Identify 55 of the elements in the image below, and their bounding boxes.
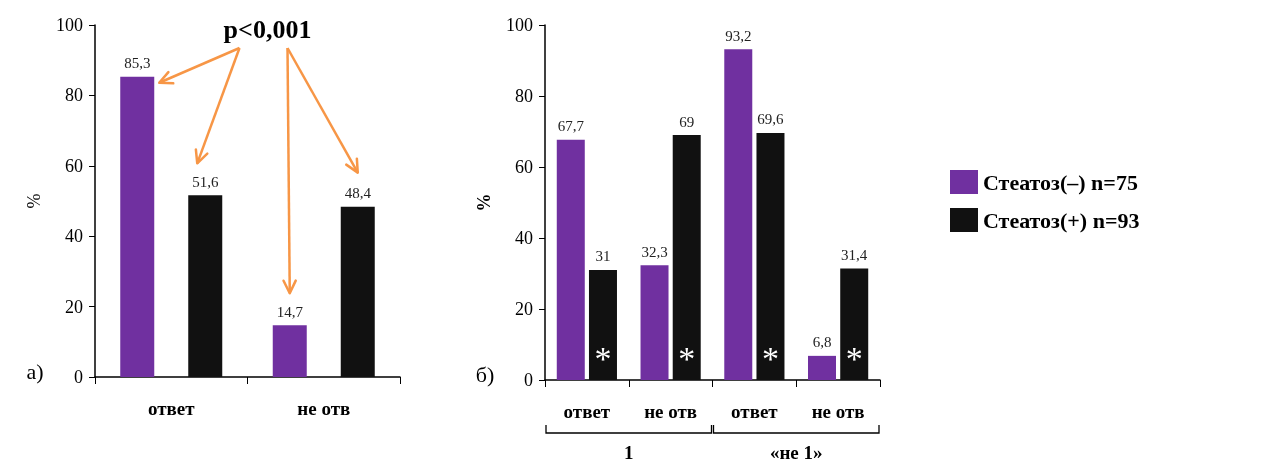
legend-label: Стеатоз(+) n=93 xyxy=(983,207,1140,233)
bar xyxy=(588,269,617,380)
bar xyxy=(672,135,701,380)
data-label: 69,6 xyxy=(757,111,785,128)
data-label: 93,2 xyxy=(725,27,752,44)
bar xyxy=(808,355,837,380)
y-tick-label: 20 xyxy=(515,299,533,319)
y-tick-label: 20 xyxy=(65,296,83,317)
y-tick-label: 0 xyxy=(524,370,533,390)
data-label: 31,4 xyxy=(841,247,868,264)
bar xyxy=(272,325,307,377)
x-tick-label: не отв xyxy=(811,401,865,422)
text: «не 1» xyxy=(769,442,823,463)
data-label: 14,7 xyxy=(276,303,304,320)
data-label: 85,3 xyxy=(124,55,151,72)
data-label: 48,4 xyxy=(344,185,372,202)
data-label: 32,3 xyxy=(641,243,668,260)
bar xyxy=(640,265,669,380)
text: 1 xyxy=(624,442,634,463)
x-tick-label: не отв xyxy=(644,401,698,422)
data-label: 69 xyxy=(679,113,695,130)
annotation: p<0,001 xyxy=(223,15,312,44)
x-tick-label: ответ xyxy=(147,398,196,419)
bar xyxy=(756,132,785,380)
annotation: * xyxy=(845,340,863,377)
y-tick-label: 100 xyxy=(506,15,533,35)
y-tick-label: 40 xyxy=(65,226,83,247)
x-tick-label: ответ xyxy=(563,401,611,422)
y-tick-label: 80 xyxy=(65,85,83,106)
annotation: * xyxy=(761,340,779,377)
y-tick-label: 40 xyxy=(515,228,533,248)
x-tick-label: ответ xyxy=(731,401,779,422)
data-label: 67,7 xyxy=(557,118,585,135)
y-tick-label: 0 xyxy=(74,367,83,387)
bar xyxy=(120,76,155,377)
bar xyxy=(724,49,753,380)
data-label: 31 xyxy=(595,248,611,265)
bar xyxy=(840,268,869,380)
text: б) xyxy=(475,362,495,387)
y-tick-label: 100 xyxy=(56,15,83,35)
annotation: * xyxy=(594,340,612,377)
y-tick-label: 80 xyxy=(515,86,533,106)
data-label: 6,8 xyxy=(812,334,832,351)
bar xyxy=(340,206,375,377)
y-tick-label: 60 xyxy=(515,157,533,177)
y-axis-title: % xyxy=(24,193,44,209)
y-tick-label: 60 xyxy=(65,155,83,176)
x-tick-label: не отв xyxy=(297,398,351,419)
bar xyxy=(188,195,223,377)
text: а) xyxy=(26,359,44,384)
y-axis-title: % xyxy=(474,193,494,212)
legend-label: Стеатоз(–) n=75 xyxy=(983,169,1138,195)
bar xyxy=(556,139,585,380)
annotation: * xyxy=(678,340,696,377)
data-label: 51,6 xyxy=(192,173,219,190)
